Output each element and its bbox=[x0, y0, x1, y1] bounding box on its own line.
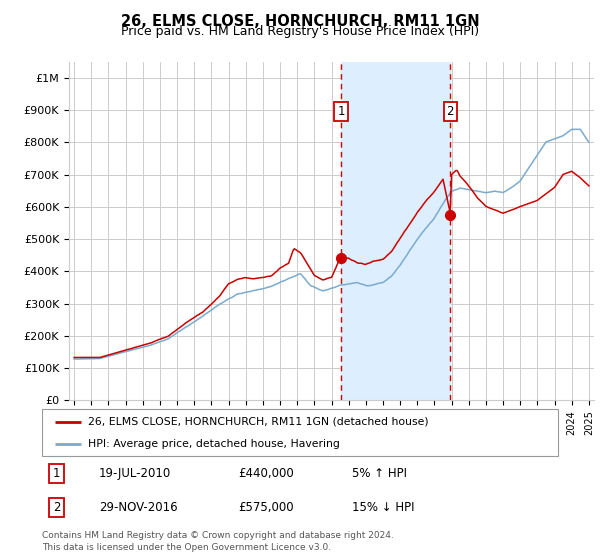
Text: £440,000: £440,000 bbox=[238, 467, 294, 480]
Text: 2: 2 bbox=[53, 501, 60, 514]
Text: £575,000: £575,000 bbox=[238, 501, 294, 514]
Text: 29-NOV-2016: 29-NOV-2016 bbox=[99, 501, 178, 514]
Text: 2: 2 bbox=[446, 105, 454, 118]
FancyBboxPatch shape bbox=[42, 409, 558, 456]
Text: 1: 1 bbox=[53, 467, 60, 480]
Text: 26, ELMS CLOSE, HORNCHURCH, RM11 1GN (detached house): 26, ELMS CLOSE, HORNCHURCH, RM11 1GN (de… bbox=[88, 417, 429, 427]
Bar bbox=[341, 62, 450, 400]
Text: 15% ↓ HPI: 15% ↓ HPI bbox=[352, 501, 414, 514]
Text: 26, ELMS CLOSE, HORNCHURCH, RM11 1GN: 26, ELMS CLOSE, HORNCHURCH, RM11 1GN bbox=[121, 14, 479, 29]
Text: Price paid vs. HM Land Registry's House Price Index (HPI): Price paid vs. HM Land Registry's House … bbox=[121, 25, 479, 38]
Text: 5% ↑ HPI: 5% ↑ HPI bbox=[352, 467, 407, 480]
Text: 19-JUL-2010: 19-JUL-2010 bbox=[99, 467, 171, 480]
Text: Contains HM Land Registry data © Crown copyright and database right 2024.
This d: Contains HM Land Registry data © Crown c… bbox=[42, 531, 394, 552]
Text: HPI: Average price, detached house, Havering: HPI: Average price, detached house, Have… bbox=[88, 438, 340, 449]
Text: 1: 1 bbox=[337, 105, 344, 118]
